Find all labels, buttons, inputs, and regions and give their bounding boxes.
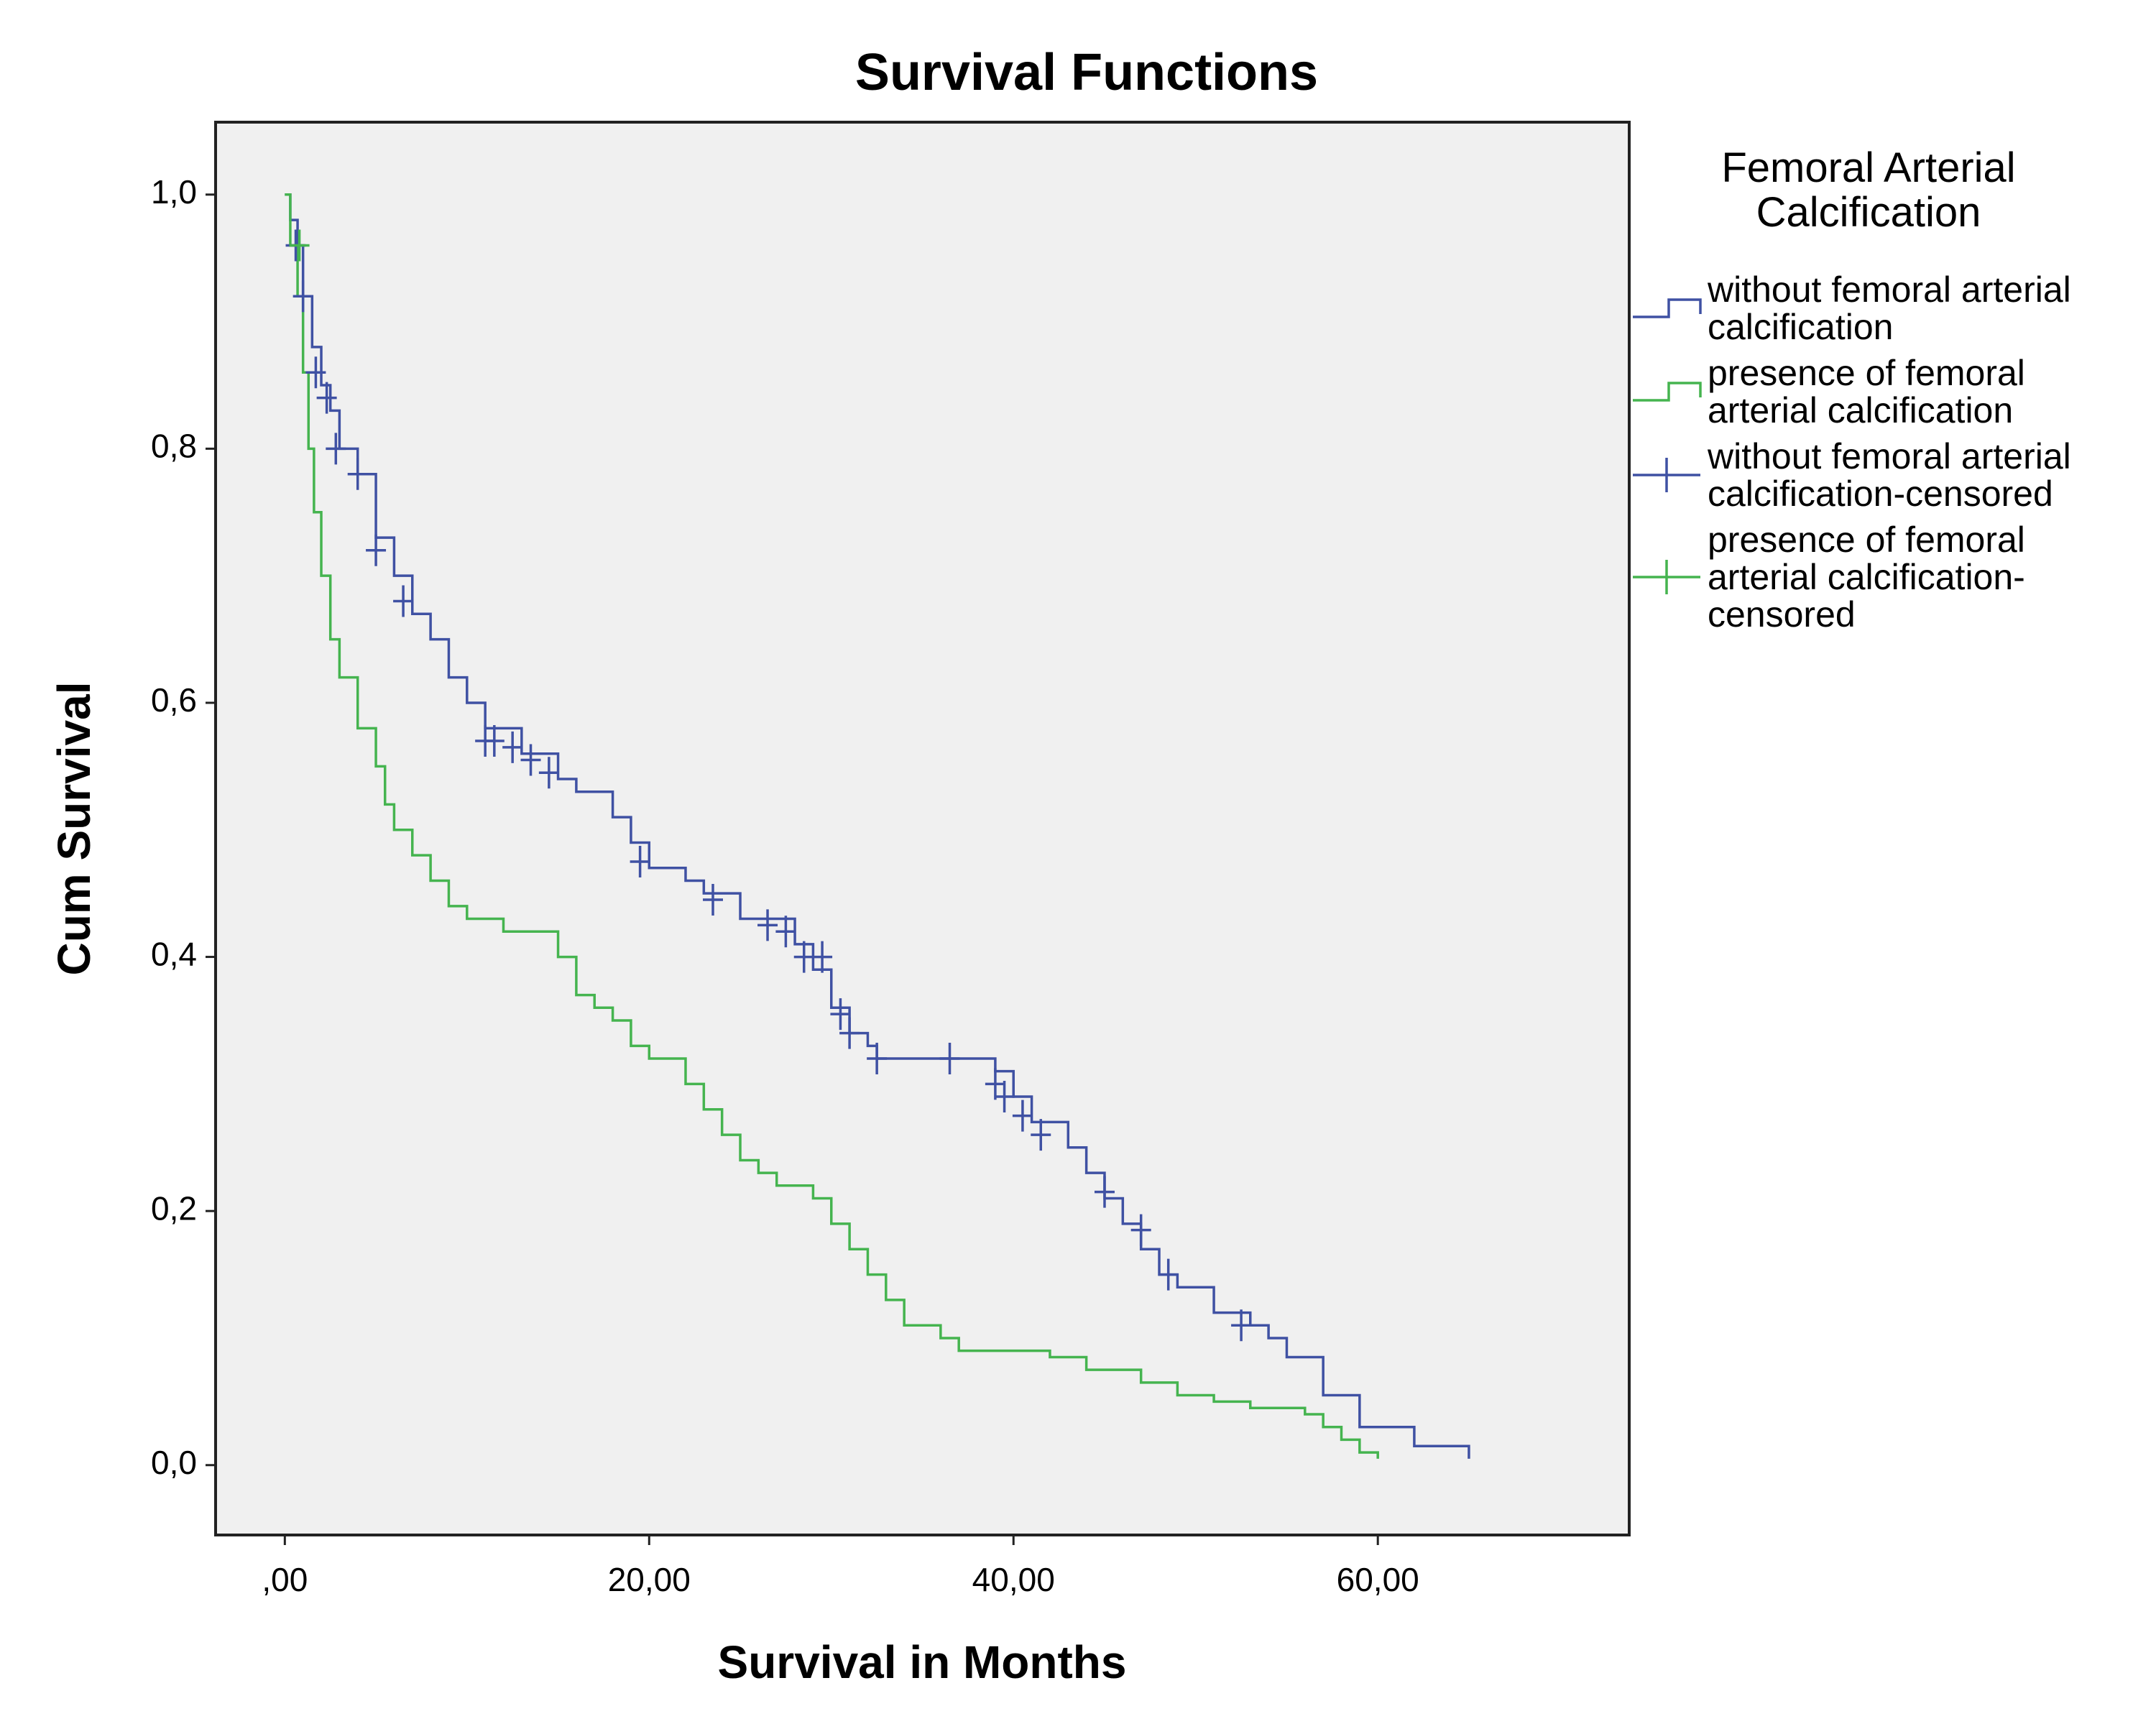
censor-mark [867,1043,888,1075]
x-tick-label: ,00 [262,1561,308,1598]
censor-mark [1158,1258,1179,1291]
plot-area [214,121,1631,1536]
censor-mark [830,998,851,1031]
censor-mark [939,1043,960,1075]
legend-symbol [1633,560,1700,594]
censor-mark [1094,1176,1115,1208]
legend-label: without femoral arterial calcification-c… [1708,436,2071,514]
censor-mark [366,534,387,566]
y-axis-label: Cum Survival [48,681,100,975]
censor-mark [630,845,650,877]
legend-symbol [1633,298,1702,318]
y-tick-label: 0,0 [151,1444,197,1481]
chart-title: Survival Functions [855,44,1318,101]
y-tick-label: 1,0 [151,173,197,211]
censor-mark [702,884,723,916]
censor-mark [985,1068,1005,1100]
censor-mark [538,757,559,789]
x-tick-label: 40,00 [972,1561,1055,1598]
censor-mark [994,1081,1015,1113]
legend-symbol [1633,382,1702,402]
legend-label: without femoral arterial calcification [1708,269,2071,347]
y-tick-label: 0,8 [151,428,197,465]
censor-mark [484,725,505,757]
legend-title: Femoral Arterial Calcification [1721,144,2016,236]
y-tick-label: 0,4 [151,936,197,973]
x-tick-label: 60,00 [1337,1561,1419,1598]
censor-mark [1031,1119,1051,1151]
censor-mark [1012,1100,1033,1132]
censor-mark [326,433,346,465]
censor-mark [520,744,541,776]
censor-mark [305,356,326,389]
y-tick-label: 0,2 [151,1189,197,1227]
legend-symbol [1633,458,1700,492]
censor-mark [812,941,833,973]
censor-mark [757,909,778,941]
censor-mark [393,585,414,617]
survival-curve [285,193,1379,1459]
x-axis-label: Survival in Months [718,1636,1127,1688]
censor-mark [1231,1309,1252,1342]
censor-mark [292,280,313,313]
legend-label: presence of femoral arterial calcificati… [1708,353,2025,430]
censor-mark [839,1017,860,1049]
censor-mark [316,382,337,414]
censor-mark [502,731,523,763]
censor-mark [775,916,796,948]
censor-mark [793,941,814,973]
censor-mark [289,229,310,262]
legend-label: presence of femoral arterial calcificati… [1708,520,2025,635]
x-tick-label: 20,00 [608,1561,691,1598]
y-tick-label: 0,6 [151,681,197,719]
censor-mark [347,458,368,490]
censor-mark [1130,1214,1151,1246]
